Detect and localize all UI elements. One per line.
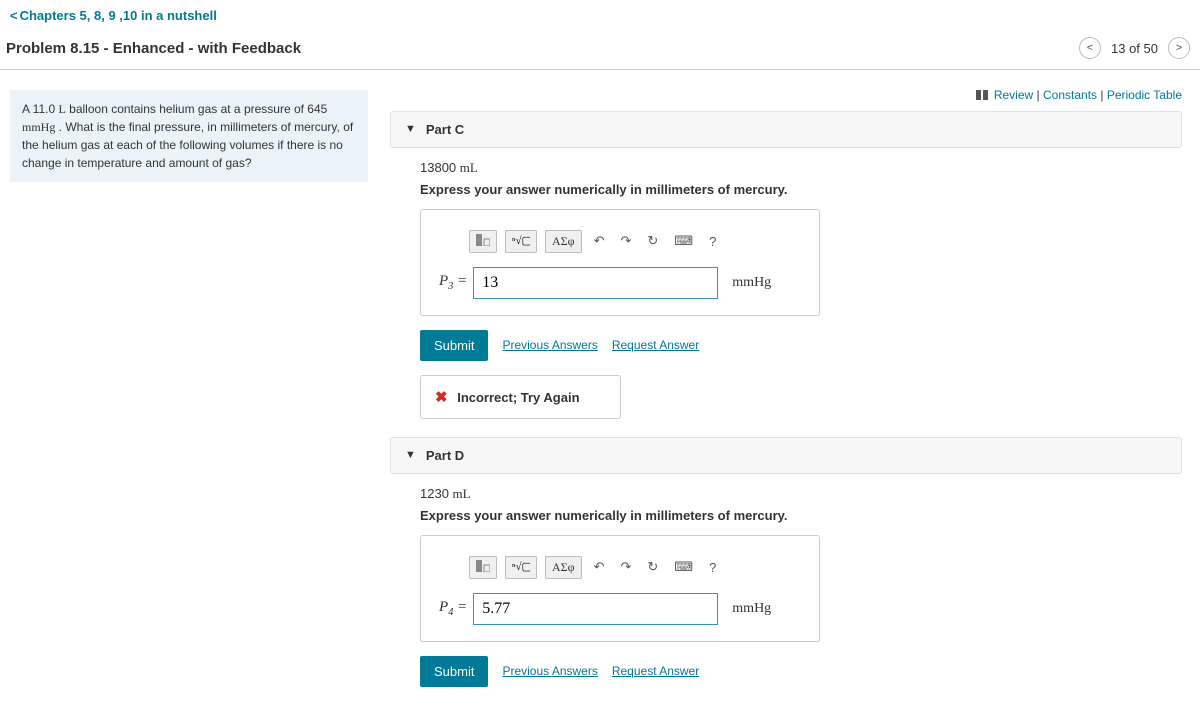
- part-c-header[interactable]: ▼ Part C: [390, 111, 1182, 148]
- keyboard-icon[interactable]: ⌨: [670, 231, 697, 251]
- part-d-variable: P4 =: [439, 599, 467, 618]
- template-icon[interactable]: [469, 556, 497, 579]
- undo-icon[interactable]: ↶: [590, 231, 609, 251]
- help-icon[interactable]: ?: [705, 558, 720, 577]
- svg-text:ⁿ√▢: ⁿ√▢: [512, 235, 530, 246]
- part-d-instruction: Express your answer numerically in milli…: [420, 508, 1152, 523]
- part-c-previous-answers-link[interactable]: Previous Answers: [502, 338, 597, 352]
- part-c-submit-row: Submit Previous Answers Request Answer: [420, 330, 1152, 361]
- part-d-unit: mmHg: [732, 601, 771, 617]
- part-c-unit: mmHg: [732, 275, 771, 291]
- part-c-toolbar: ⁿ√▢ ΑΣφ ↶ ↷ ↻ ⌨ ?: [439, 226, 801, 267]
- keyboard-icon[interactable]: ⌨: [670, 557, 697, 577]
- part-c-submit-button[interactable]: Submit: [420, 330, 488, 361]
- part-d-volume: 1230 mL: [420, 486, 1152, 502]
- part-d-answer-frame: ⁿ√▢ ΑΣφ ↶ ↷ ↻ ⌨ ? P4 = mmHg: [420, 535, 820, 642]
- part-c-variable: P3 =: [439, 273, 467, 292]
- problem-title: Problem 8.15 - Enhanced - with Feedback: [6, 40, 301, 57]
- part-d-input[interactable]: [473, 593, 718, 625]
- part-c-body: 13800 mL Express your answer numerically…: [390, 160, 1182, 437]
- collapse-icon: ▼: [405, 449, 416, 461]
- back-link-text: Chapters 5, 8, 9 ,10 in a nutshell: [20, 8, 217, 23]
- part-d-submit-row: Submit Previous Answers Request Answer: [420, 656, 1152, 687]
- periodic-table-link[interactable]: Periodic Table: [1107, 88, 1182, 102]
- part-d-previous-answers-link[interactable]: Previous Answers: [502, 664, 597, 678]
- svg-text:ⁿ√▢: ⁿ√▢: [512, 561, 530, 572]
- redo-icon[interactable]: ↷: [616, 231, 635, 251]
- part-d-request-answer-link[interactable]: Request Answer: [612, 664, 699, 678]
- part-c-answer-frame: ⁿ√▢ ΑΣφ ↶ ↷ ↻ ⌨ ? P3 = mmHg: [420, 209, 820, 316]
- sqrt-icon[interactable]: ⁿ√▢: [505, 556, 537, 579]
- redo-icon[interactable]: ↷: [616, 557, 635, 577]
- template-icon[interactable]: [469, 230, 497, 253]
- collapse-icon: ▼: [405, 123, 416, 135]
- reset-icon[interactable]: ↻: [643, 231, 662, 251]
- part-d-body: 1230 mL Express your answer numerically …: [390, 486, 1182, 705]
- part-d-answer-row: P4 = mmHg: [439, 593, 801, 625]
- question-box: A 11.0 L balloon contains helium gas at …: [10, 90, 368, 182]
- reset-icon[interactable]: ↻: [643, 557, 662, 577]
- review-link[interactable]: Review: [994, 88, 1033, 102]
- part-c-answer-row: P3 = mmHg: [439, 267, 801, 299]
- feedback-text: Incorrect; Try Again: [457, 390, 579, 405]
- sqrt-icon[interactable]: ⁿ√▢: [505, 230, 537, 253]
- constants-link[interactable]: Constants: [1043, 88, 1097, 102]
- part-c-instruction: Express your answer numerically in milli…: [420, 182, 1152, 197]
- nav-position: 13 of 50: [1111, 41, 1158, 56]
- greek-button[interactable]: ΑΣφ: [545, 556, 582, 579]
- part-c-input[interactable]: [473, 267, 718, 299]
- part-d-submit-button[interactable]: Submit: [420, 656, 488, 687]
- help-icon[interactable]: ?: [705, 232, 720, 251]
- part-c-feedback: ✖ Incorrect; Try Again: [420, 375, 621, 419]
- part-c-volume: 13800 mL: [420, 160, 1152, 176]
- chevron-left-icon: <: [10, 8, 18, 23]
- prev-button[interactable]: <: [1079, 37, 1101, 59]
- part-c-request-answer-link[interactable]: Request Answer: [612, 338, 699, 352]
- review-icon: [976, 89, 988, 103]
- undo-icon[interactable]: ↶: [590, 557, 609, 577]
- incorrect-icon: ✖: [435, 389, 448, 406]
- part-c-title: Part C: [426, 122, 464, 137]
- greek-button[interactable]: ΑΣφ: [545, 230, 582, 253]
- back-link[interactable]: <Chapters 5, 8, 9 ,10 in a nutshell: [10, 8, 217, 23]
- top-links: Review | Constants | Periodic Table: [390, 88, 1182, 103]
- part-d-header[interactable]: ▼ Part D: [390, 437, 1182, 474]
- part-d-title: Part D: [426, 448, 464, 463]
- next-button[interactable]: >: [1168, 37, 1190, 59]
- nav-controls: < 13 of 50 >: [1079, 37, 1200, 59]
